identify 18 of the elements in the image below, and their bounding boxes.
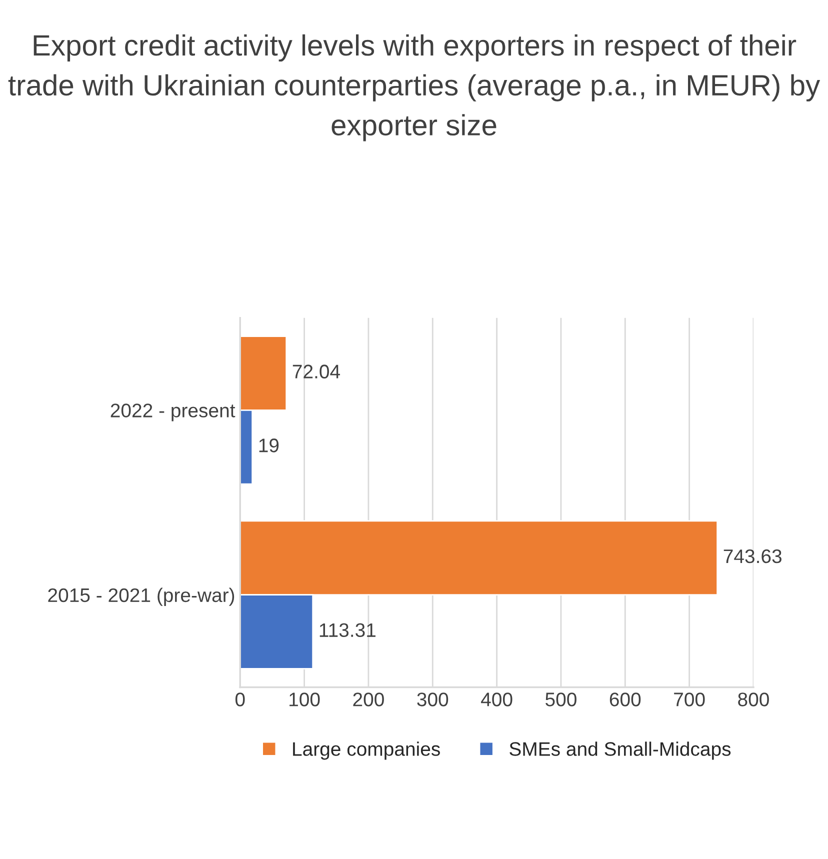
x-tick-label: 600	[610, 692, 641, 706]
data-label: 72.04	[292, 364, 340, 378]
x-tick-label: 0	[235, 692, 245, 706]
chart-title: Export credit activity levels with exporters in respect of their trade with Ukrainian counterparties (average p.a., in MEUR) by exporter size	[8, 34, 820, 142]
x-tick-label: 300	[417, 692, 448, 706]
x-tick-label: 200	[353, 692, 384, 706]
x-tick-label: 800	[738, 692, 769, 706]
y-tick-label: 2022 - present	[110, 404, 236, 422]
x-tick-label: 400	[481, 692, 512, 706]
legend-label: SMEs and Small-Midcaps	[510, 742, 731, 760]
data-label: 19	[259, 438, 279, 452]
data-label: 743.63	[724, 549, 782, 564]
y-tick-label: 2015 - 2021 (pre-war)	[48, 588, 234, 606]
x-tick-label: 500	[546, 692, 576, 706]
x-tick-label: 100	[290, 692, 320, 706]
data-label: 113.31	[320, 623, 376, 638]
legend-label: Large companies	[293, 742, 440, 760]
x-tick-label: 700	[674, 692, 705, 706]
